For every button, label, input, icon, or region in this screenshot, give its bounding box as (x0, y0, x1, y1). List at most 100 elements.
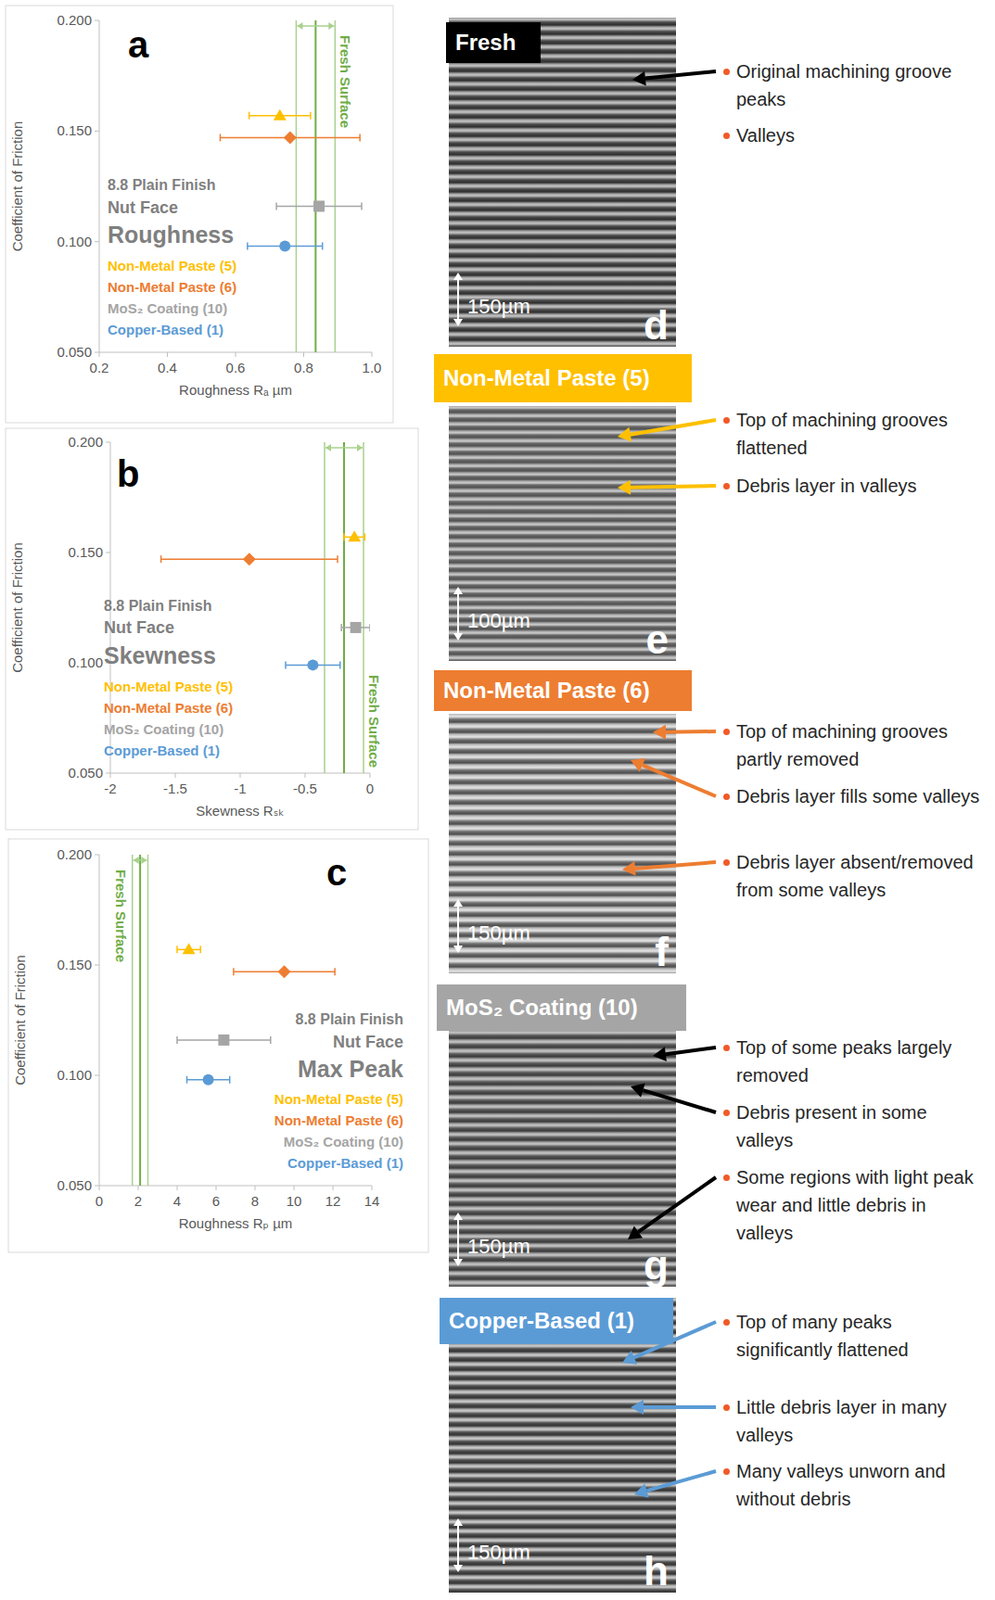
x-tick (305, 773, 307, 779)
reference-band-low (131, 854, 134, 1187)
x-tick-label: 2 (134, 1193, 142, 1210)
x-axis-title: Skewness Rₛₖ (195, 803, 284, 819)
arrow-head (141, 856, 148, 865)
error-cap (275, 202, 278, 210)
y-tick-label: 0.050 (56, 344, 92, 360)
panel-frame (8, 839, 429, 1253)
legend-entry: Copper-Based (1) (107, 321, 224, 338)
y-axis-line (99, 854, 101, 1187)
arrow-head (296, 22, 303, 30)
x-tick-label: 6 (212, 1193, 220, 1210)
x-tick-label: 0.8 (293, 359, 314, 376)
panel-letter: a (127, 24, 150, 65)
reference-band-high (362, 442, 365, 774)
annotation: Top of machining grooves flattened (736, 406, 987, 462)
error-bar (247, 245, 323, 248)
x-axis-title: Roughness Rₐ µm (178, 382, 293, 398)
micrograph-title: Non-Metal Paste (6) (433, 670, 692, 712)
data-point (283, 130, 297, 144)
error-cap (333, 968, 336, 976)
x-tick (99, 352, 101, 358)
plot-marks (161, 442, 370, 774)
data-point (278, 965, 292, 979)
annotation: Nut Face (332, 1033, 404, 1052)
y-tick-label: 0.150 (67, 544, 103, 561)
error-bar (233, 970, 335, 973)
error-cap (186, 1076, 189, 1085)
x-tick (235, 352, 237, 358)
error-cap (339, 661, 342, 669)
legend-entry: Non-Metal Paste (6) (274, 1112, 404, 1129)
error-bar (219, 137, 360, 140)
annotation: Top of some peaks largely removed (736, 1033, 987, 1090)
legend-entry: MoS₂ Coating (10) (103, 721, 224, 738)
reference-band-high (334, 20, 337, 353)
reference-range-arrow (325, 446, 363, 449)
x-tick-label: 0.2 (89, 359, 110, 376)
y-axis-title: Coefficient of Friction (9, 121, 26, 253)
annotation-bullet (723, 1045, 730, 1052)
reference-line (139, 854, 141, 1187)
legend-entry: Copper-Based (1) (103, 742, 220, 759)
annotation-bullet (723, 728, 730, 736)
annotation: Nut Face (107, 198, 179, 217)
micrograph-title: Copper-Based (1) (439, 1298, 674, 1345)
x-tick-label: 14 (364, 1193, 381, 1210)
error-cap (340, 624, 343, 632)
annotation: Little debris layer in many valleys (736, 1393, 987, 1450)
reference-band-low (323, 442, 326, 774)
y-tick (105, 552, 111, 554)
y-axis-title: Coefficient of Friction (12, 955, 28, 1086)
annotation: 8.8 Plain Finish (295, 1011, 404, 1028)
data-point (242, 552, 256, 566)
reference-label: Fresh Surface (366, 675, 383, 768)
error-cap (160, 555, 163, 563)
x-axis-line (99, 352, 372, 354)
reference-band-high (147, 854, 150, 1187)
micrograph (448, 714, 677, 974)
data-point (273, 109, 287, 121)
y-axis-line (99, 20, 101, 353)
x-tick (371, 1186, 373, 1191)
error-bar (276, 205, 362, 208)
x-tick (110, 773, 112, 779)
data-point (350, 622, 362, 634)
error-cap (248, 112, 251, 120)
arrow-head (328, 22, 334, 30)
micrograph-title: Fresh (446, 22, 541, 64)
y-tick-label: 0.100 (67, 654, 103, 671)
y-tick (105, 442, 111, 444)
y-tick-label: 0.050 (56, 1177, 92, 1194)
y-tick (94, 1186, 100, 1187)
micrograph (448, 17, 677, 347)
y-tick (94, 130, 100, 132)
error-bar (177, 949, 201, 952)
x-tick-label: 8 (251, 1193, 259, 1210)
x-tick (175, 773, 177, 779)
plot-marks (132, 854, 335, 1187)
y-tick-label: 0.200 (56, 846, 92, 863)
annotation-bullet (723, 1319, 730, 1327)
annotation-bullet (723, 1404, 730, 1412)
x-tick (255, 1186, 256, 1191)
error-cap (336, 555, 339, 563)
annotation: Debris present in some valleys (736, 1098, 987, 1155)
legend-entry: Non-Metal Paste (5) (274, 1091, 404, 1108)
legend-entry: Non-Metal Paste (6) (103, 700, 233, 716)
x-tick (303, 352, 305, 358)
y-axis-line (110, 442, 112, 774)
x-tick-label: 0.4 (157, 359, 178, 376)
y-tick-label: 0.200 (56, 12, 92, 28)
annotation-bullet (723, 483, 730, 490)
error-bar (344, 536, 365, 539)
y-tick (94, 20, 100, 22)
error-cap (176, 1036, 179, 1045)
y-tick-label: 0.150 (56, 122, 92, 139)
x-tick-label: -0.5 (293, 780, 318, 797)
annotation: Debris layer in valleys (736, 471, 987, 500)
reference-line (343, 442, 345, 774)
x-tick (138, 1186, 140, 1191)
annotation: Nut Face (103, 618, 175, 638)
annotation: Many valleys unworn and without debris (736, 1457, 987, 1514)
error-bar (341, 626, 370, 629)
